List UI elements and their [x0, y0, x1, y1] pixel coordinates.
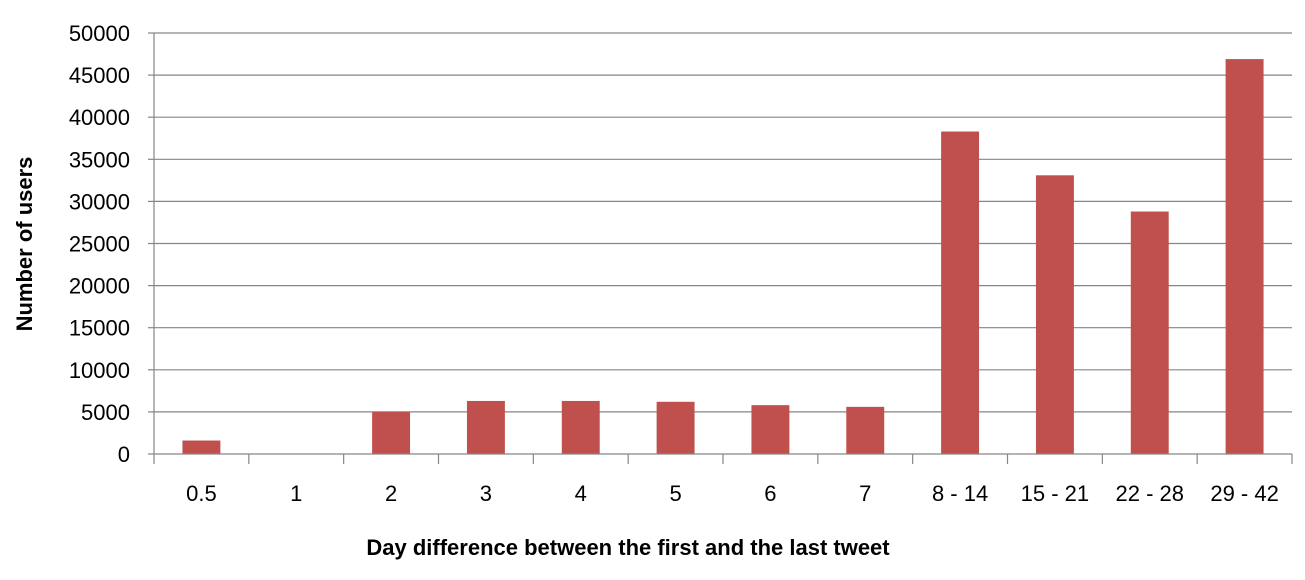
- bar: [1225, 59, 1264, 455]
- y-tick-label: 45000: [69, 63, 130, 88]
- bar: [372, 411, 411, 454]
- axes: [148, 32, 1293, 464]
- y-tick-label: 25000: [69, 232, 130, 257]
- y-tick-label: 50000: [69, 21, 130, 46]
- x-tick-label: 1: [290, 481, 302, 506]
- x-axis-label: Day difference between the first and the…: [366, 535, 890, 560]
- bar: [561, 400, 600, 454]
- bar: [1130, 211, 1169, 454]
- x-tick-labels: 0.5 1 2 3 4 5 6 7 8 - 14 15 - 21 22 - 28 29 - 42: [186, 481, 1279, 506]
- gridlines: [154, 32, 1292, 413]
- bars: [182, 59, 1264, 455]
- bar: [656, 401, 695, 454]
- x-tick-label: 6: [764, 481, 776, 506]
- y-tick-label: 10000: [69, 358, 130, 383]
- y-tick-label: 0: [118, 442, 130, 467]
- bar: [751, 405, 790, 454]
- y-axis-label: Number of users: [12, 157, 37, 332]
- x-tick-label: 29 - 42: [1210, 481, 1279, 506]
- y-tick-label: 20000: [69, 274, 130, 299]
- bar: [466, 400, 505, 454]
- y-tick-label: 5000: [81, 400, 130, 425]
- y-tick-label: 15000: [69, 316, 130, 341]
- y-tick-label: 35000: [69, 147, 130, 172]
- x-tick-label: 22 - 28: [1116, 481, 1185, 506]
- bar: [846, 406, 885, 454]
- bar: [182, 440, 221, 454]
- y-tick-label: 40000: [69, 105, 130, 130]
- x-tick-label: 5: [669, 481, 681, 506]
- x-tick-label: 0.5: [186, 481, 217, 506]
- bar: [1035, 175, 1074, 454]
- y-tick-labels: 0 5000 10000 15000 20000 25000 30000 35000 40000…: [69, 21, 130, 467]
- x-tick-label: 8 - 14: [932, 481, 988, 506]
- x-tick-label: 15 - 21: [1021, 481, 1090, 506]
- x-tick-label: 3: [480, 481, 492, 506]
- x-tick-label: 2: [385, 481, 397, 506]
- y-tick-label: 30000: [69, 189, 130, 214]
- x-tick-label: 7: [859, 481, 871, 506]
- bar: [941, 131, 980, 454]
- x-tick-label: 4: [575, 481, 587, 506]
